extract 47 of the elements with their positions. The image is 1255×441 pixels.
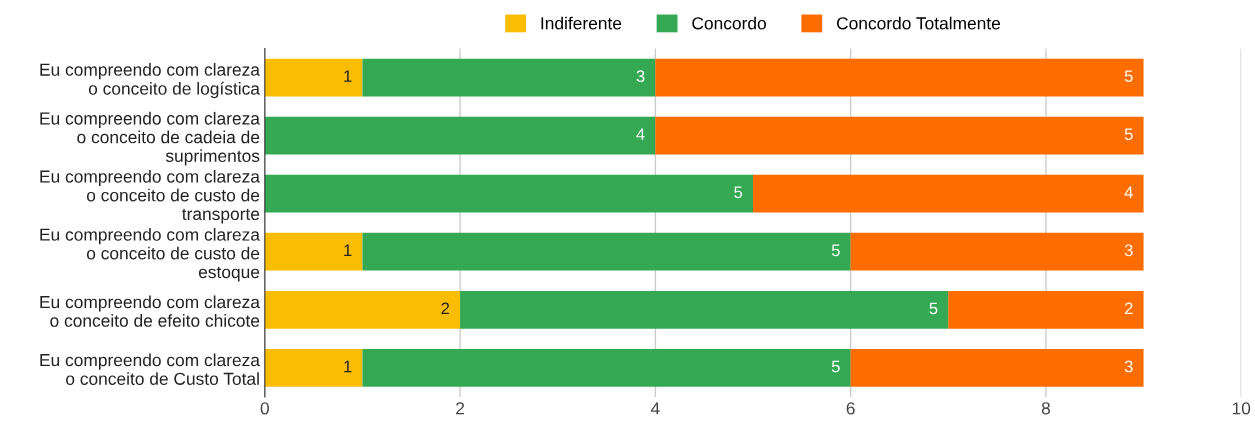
bar [264, 58, 363, 97]
bar [655, 58, 1144, 97]
x-tick-label: 10 [1232, 402, 1251, 415]
y-tick-label: Eu compreendo com clareza o conceito de efeito chicote [40, 295, 260, 327]
bar [850, 349, 1144, 387]
bar [264, 290, 461, 329]
bar [264, 349, 363, 387]
legend-label: Concordo [692, 16, 766, 30]
bar [850, 232, 1144, 271]
x-tick-label: 6 [846, 402, 855, 415]
y-tick-label: Eu compreendo com clareza o conceito de logística [40, 63, 260, 99]
data-label: 3 [1124, 244, 1133, 257]
bar [948, 290, 1144, 329]
data-label: 2 [1124, 302, 1133, 315]
data-label: 5 [734, 186, 743, 199]
y-tick-label: Eu compreendo com clareza o conceito de cadeia de suprimentos [40, 111, 260, 166]
data-label: 3 [1124, 360, 1133, 373]
bar [362, 349, 851, 387]
x-tick-label: 4 [650, 402, 660, 415]
x-tick-label: 0 [260, 402, 269, 415]
bar [753, 174, 1144, 213]
bar [264, 116, 656, 155]
y-tick-label: Eu compreendo com clareza o conceito de custo de transporte [40, 169, 260, 224]
x-tick-label: 8 [1041, 402, 1050, 415]
data-label: 3 [636, 70, 645, 83]
data-label: 5 [929, 302, 938, 315]
data-label: 5 [1124, 70, 1133, 83]
bar [264, 232, 363, 271]
data-label: 1 [344, 244, 352, 257]
data-label: 4 [1124, 186, 1133, 198]
data-label: 5 [831, 244, 840, 257]
data-label: 2 [441, 302, 450, 315]
y-tick-label: Eu compreendo com clareza o conceito de custo de estoque [40, 228, 260, 282]
y-tick-label: Eu compreendo com clareza o conceito de Custo Total [40, 353, 260, 385]
bar [264, 174, 753, 213]
data-label: 1 [344, 360, 352, 373]
bar [362, 232, 851, 271]
data-label: 5 [831, 360, 840, 373]
legend-label: Indiferente [541, 16, 622, 30]
legend-label: Concordo Totalmente [836, 16, 1001, 30]
x-tick-label: 2 [456, 402, 465, 415]
bar [655, 116, 1144, 155]
bar [362, 58, 656, 97]
data-label: 5 [1124, 128, 1133, 141]
bar [460, 290, 949, 329]
data-label: 1 [344, 70, 352, 82]
data-label: 4 [636, 128, 645, 140]
